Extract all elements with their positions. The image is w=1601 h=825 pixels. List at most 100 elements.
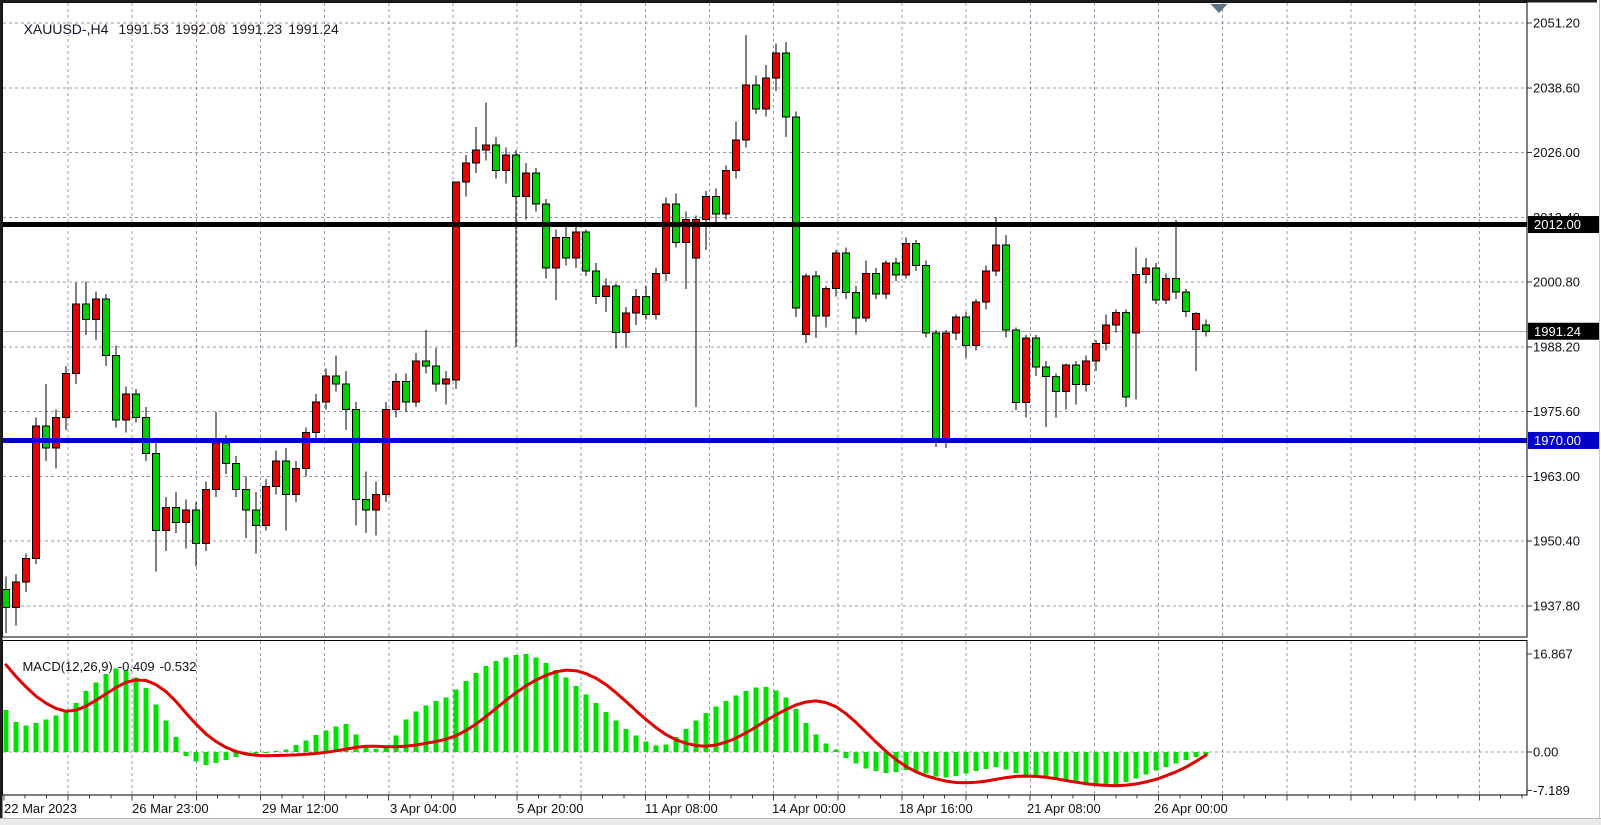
candle-down (252, 509, 260, 526)
macd-histogram-bar (663, 744, 669, 752)
candle-up (652, 272, 660, 316)
support-line[interactable] (3, 437, 1527, 443)
candle-up (602, 285, 610, 298)
candlestick-series[interactable] (2, 34, 1210, 634)
candle-up (462, 162, 470, 183)
macd-histogram-bar (463, 681, 469, 752)
macd-histogram-bar (173, 736, 179, 752)
candle-down (1032, 337, 1040, 368)
candle-up (902, 243, 910, 276)
time-scale[interactable]: 22 Mar 2023 26 Mar 23:00 29 Mar 12:00 3 Apr… (3, 795, 1523, 817)
bottom-strip (0, 818, 1601, 825)
macd-histogram-bar (1173, 752, 1179, 764)
time-tick-label: 5 Apr 20:00 (517, 801, 584, 816)
candle-up (312, 401, 320, 434)
macd-histogram-bar (333, 726, 339, 752)
macd-histogram-bar (713, 706, 719, 752)
candle-up (122, 393, 130, 421)
candle-up (1102, 324, 1110, 344)
candle-up (72, 303, 80, 375)
macd-histogram-bar (1143, 752, 1149, 775)
macd-histogram-bar (293, 745, 299, 752)
macd-histogram-bar (1203, 752, 1209, 755)
low-value: 1991.23 (231, 21, 283, 37)
macd-histogram-bar (153, 704, 159, 752)
price-scale[interactable]: 2051.202038.602026.002013.402000.801988.… (1527, 16, 1599, 799)
candle-up (822, 287, 830, 317)
candle-up (1132, 273, 1140, 334)
macd-histogram-bar (603, 711, 609, 752)
macd-histogram-bar (1013, 752, 1019, 773)
price-tick-label: 2051.20 (1533, 16, 1580, 31)
macd-histogram-bar (23, 725, 29, 752)
macd-histogram-bar (1153, 752, 1159, 771)
candle-down (402, 380, 410, 403)
candle-up (952, 316, 960, 334)
resistance-line-box (1528, 216, 1599, 234)
candle-up (1142, 267, 1150, 275)
macd-histogram-bar (213, 752, 219, 764)
candle-up (182, 509, 190, 524)
candle-up (992, 244, 1000, 272)
resistance-line[interactable] (3, 222, 1527, 228)
macd-histogram-bar (373, 749, 379, 752)
macd-histogram-bar (893, 752, 899, 772)
macd-histogram-bar (13, 721, 19, 752)
candle-down (712, 195, 720, 215)
candle-down (532, 172, 540, 205)
candle-up (92, 298, 100, 321)
macd-histogram-bar (623, 728, 629, 752)
macd-signal-line (4, 663, 1208, 788)
candle-down (342, 383, 350, 411)
macd-histogram-bar (563, 677, 569, 752)
macd-histogram-bar (113, 668, 119, 752)
macd-histogram-bar (453, 689, 459, 752)
macd-histogram-bar (1133, 752, 1139, 779)
candle-up (722, 170, 730, 215)
macd-histogram-bar (1063, 752, 1069, 782)
candle-up (1112, 311, 1120, 326)
macd-histogram-bar (923, 752, 929, 774)
time-tick-label: 18 Apr 16:00 (899, 801, 973, 816)
candle-up (1092, 342, 1100, 362)
candle-down (782, 52, 790, 118)
macd-histogram-bar (963, 752, 969, 774)
candle-up (472, 149, 480, 164)
macd-histogram-bar (283, 749, 289, 752)
candle-up (62, 373, 70, 418)
candle-up (982, 270, 990, 303)
macd-histogram-bar (413, 711, 419, 752)
candle-up (742, 84, 750, 141)
macd-histogram-bar (1073, 752, 1079, 783)
macd-histogram-bar (793, 709, 799, 752)
candle-up (452, 181, 460, 381)
candle-up (552, 236, 560, 269)
window-border-left (0, 0, 3, 818)
macd-histogram-bar (1193, 752, 1199, 758)
macd-histogram-bar (1083, 752, 1089, 784)
high-value: 1992.08 (174, 21, 226, 37)
macd-histogram-bar (1183, 752, 1189, 761)
candle-down (192, 509, 200, 544)
macd-histogram-bar (773, 690, 779, 752)
macd-histogram-bar (863, 752, 869, 769)
candle-up (1162, 278, 1170, 301)
candle-up (522, 172, 530, 197)
candle-up (12, 581, 20, 609)
macd-histogram-bar (1033, 752, 1039, 777)
candle-up (632, 296, 640, 314)
candle-down (1072, 364, 1080, 385)
macd-histogram-bar (473, 672, 479, 752)
candle-down (422, 360, 430, 367)
price-tick-label: 2026.00 (1533, 145, 1580, 160)
candle-up (302, 432, 310, 470)
candle-up (202, 488, 210, 544)
candle-down (852, 291, 860, 319)
macd-histogram-bar (183, 752, 189, 757)
macd-histogram-bar (813, 734, 819, 752)
time-tick-label: 29 Mar 12:00 (262, 801, 339, 816)
candle-down (872, 272, 880, 295)
macd-histogram-bar (483, 666, 489, 752)
